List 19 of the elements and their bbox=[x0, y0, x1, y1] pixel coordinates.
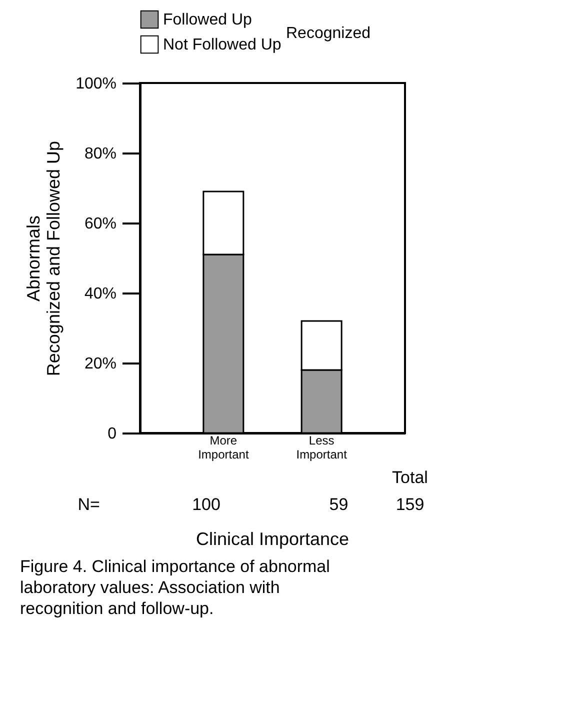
y-tick-label: 0 bbox=[108, 426, 117, 442]
legend-label: Not Followed Up bbox=[163, 36, 282, 54]
x-axis-title: Clinical Importance bbox=[196, 529, 350, 549]
legend-title: Recognized bbox=[286, 25, 370, 42]
x-tick-label: More Important bbox=[198, 434, 250, 462]
text: 59 bbox=[329, 495, 348, 514]
x-tick-label: Less Important bbox=[296, 434, 348, 462]
text: N= bbox=[78, 495, 100, 514]
text: Total bbox=[392, 468, 428, 487]
text: 100 bbox=[192, 495, 220, 514]
caption: Figure 4. Clinical importance of abnormal laboratory values: Association with recognition and follow-up. bbox=[20, 557, 330, 618]
text: 159 bbox=[396, 495, 424, 514]
y-axis-title: Abnormals Recognized and Followed Up bbox=[24, 140, 64, 376]
y-tick-label: 60% bbox=[84, 216, 116, 232]
y-tick-label: 20% bbox=[84, 356, 116, 372]
legend-label: Followed Up bbox=[163, 12, 252, 28]
y-tick-label: 100% bbox=[76, 76, 116, 92]
y-tick-label: 40% bbox=[84, 286, 116, 302]
y-tick-label: 80% bbox=[84, 146, 116, 162]
